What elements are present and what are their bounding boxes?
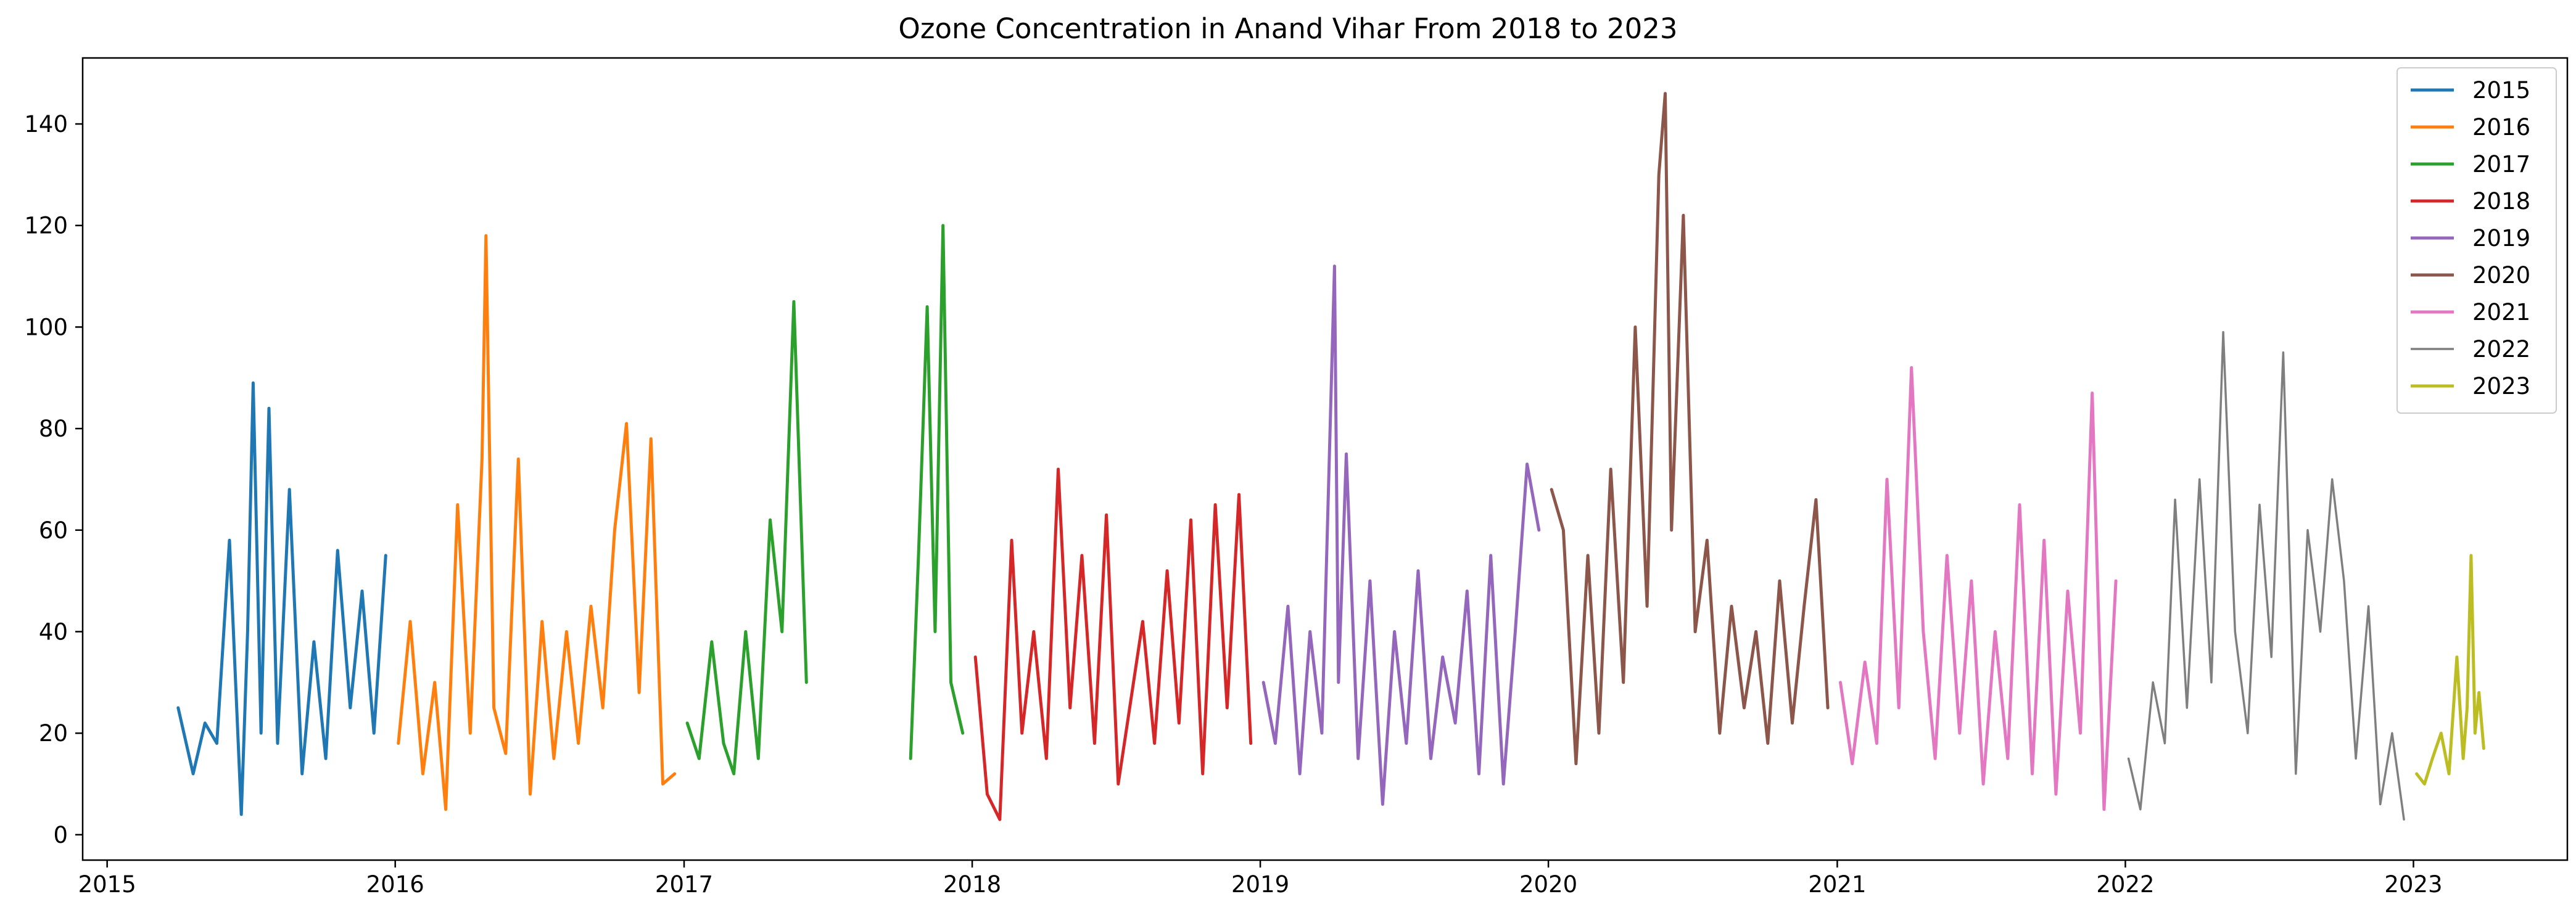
- legend-label-2021: 2021: [2472, 299, 2530, 326]
- legend-label-2016: 2016: [2472, 114, 2530, 141]
- legend-label-2022: 2022: [2472, 336, 2530, 363]
- series-line-2018: [975, 469, 1251, 819]
- legend-label-2020: 2020: [2472, 262, 2530, 289]
- legend-label-2019: 2019: [2472, 225, 2530, 252]
- y-tick-label: 100: [24, 314, 68, 340]
- legend-label-2017: 2017: [2472, 151, 2530, 178]
- x-tick-label: 2018: [943, 871, 1001, 898]
- series-line-2021: [1841, 367, 2116, 809]
- x-tick-label: 2020: [1519, 871, 1577, 898]
- x-tick-label: 2021: [1808, 871, 1866, 898]
- series-line-2022: [2129, 332, 2405, 820]
- y-tick-label: 60: [39, 517, 68, 544]
- legend-label-2015: 2015: [2472, 77, 2530, 104]
- x-tick-label: 2019: [1231, 871, 1289, 898]
- legend-label-2023: 2023: [2472, 373, 2530, 400]
- x-tick-label: 2015: [78, 871, 136, 898]
- y-tick-label: 20: [39, 720, 68, 747]
- x-tick-label: 2016: [366, 871, 424, 898]
- series-layer: [178, 94, 2484, 820]
- series-line-2020: [1551, 94, 1828, 764]
- y-tick-label: 40: [39, 618, 68, 645]
- series-line-2017: [687, 226, 963, 774]
- legend: 2015 2016 2017 2018 2019 2020 2021 2022 2023: [2397, 68, 2556, 413]
- series-line-2015: [178, 383, 386, 814]
- chart-title: Ozone Concentration in Anand Vihar From …: [898, 12, 1677, 45]
- y-tick-label: 0: [53, 822, 68, 848]
- x-tick-label: 2017: [655, 871, 713, 898]
- series-line-2023: [2417, 556, 2484, 784]
- plot-area-frame: [83, 58, 2567, 860]
- y-tick-label: 140: [24, 111, 68, 137]
- x-axis: 2015 2016 2017 2018 2019 2020 2021 2022 2023: [78, 860, 2443, 898]
- x-tick-label: 2023: [2384, 871, 2442, 898]
- legend-label-2018: 2018: [2472, 188, 2530, 215]
- y-tick-label: 80: [39, 416, 68, 442]
- x-tick-label: 2022: [2096, 871, 2154, 898]
- series-line-2016: [398, 236, 675, 809]
- y-tick-label: 120: [24, 213, 68, 239]
- y-axis: 0 20 40 60 80 100 120 140: [24, 111, 83, 848]
- series-line-2019: [1263, 266, 1539, 805]
